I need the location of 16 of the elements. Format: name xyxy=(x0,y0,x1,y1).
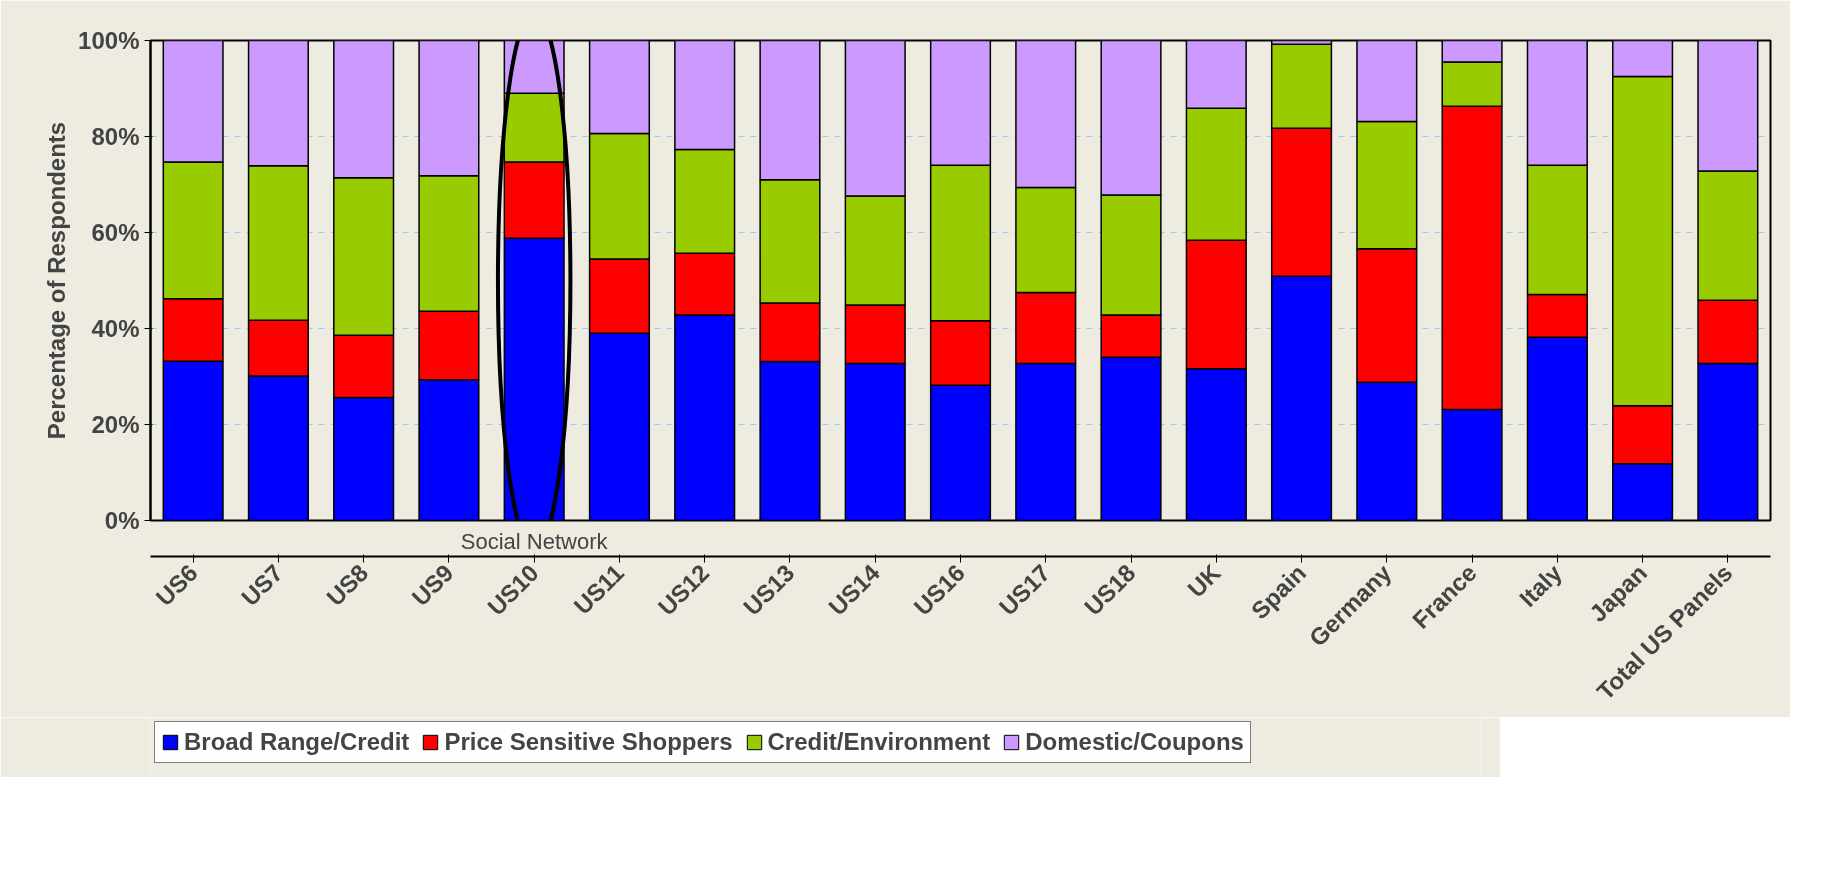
y-axis-title: Percentage of Respondents xyxy=(43,121,71,440)
text: Social Network xyxy=(460,528,609,554)
legend-label: Price Sensitive Shoppers xyxy=(444,728,733,756)
legend-label: Credit/Environment xyxy=(767,728,991,756)
legend-label: Domestic/Coupons xyxy=(1025,728,1244,756)
y-tick-label: 80% xyxy=(91,123,140,150)
y-tick-label: 100% xyxy=(78,27,140,54)
y-tick-label: 0% xyxy=(104,507,140,534)
y-tick-label: 40% xyxy=(91,315,140,342)
x-tick-label: US9 xyxy=(406,558,459,612)
y-tick-label: 60% xyxy=(91,219,140,246)
legend-label: Broad Range/Credit xyxy=(184,728,410,756)
x-tick-label: US6 xyxy=(150,558,203,612)
x-tick-label: UK xyxy=(1182,558,1227,603)
x-tick-label: US8 xyxy=(321,558,374,612)
y-tick-label: 20% xyxy=(91,411,140,438)
